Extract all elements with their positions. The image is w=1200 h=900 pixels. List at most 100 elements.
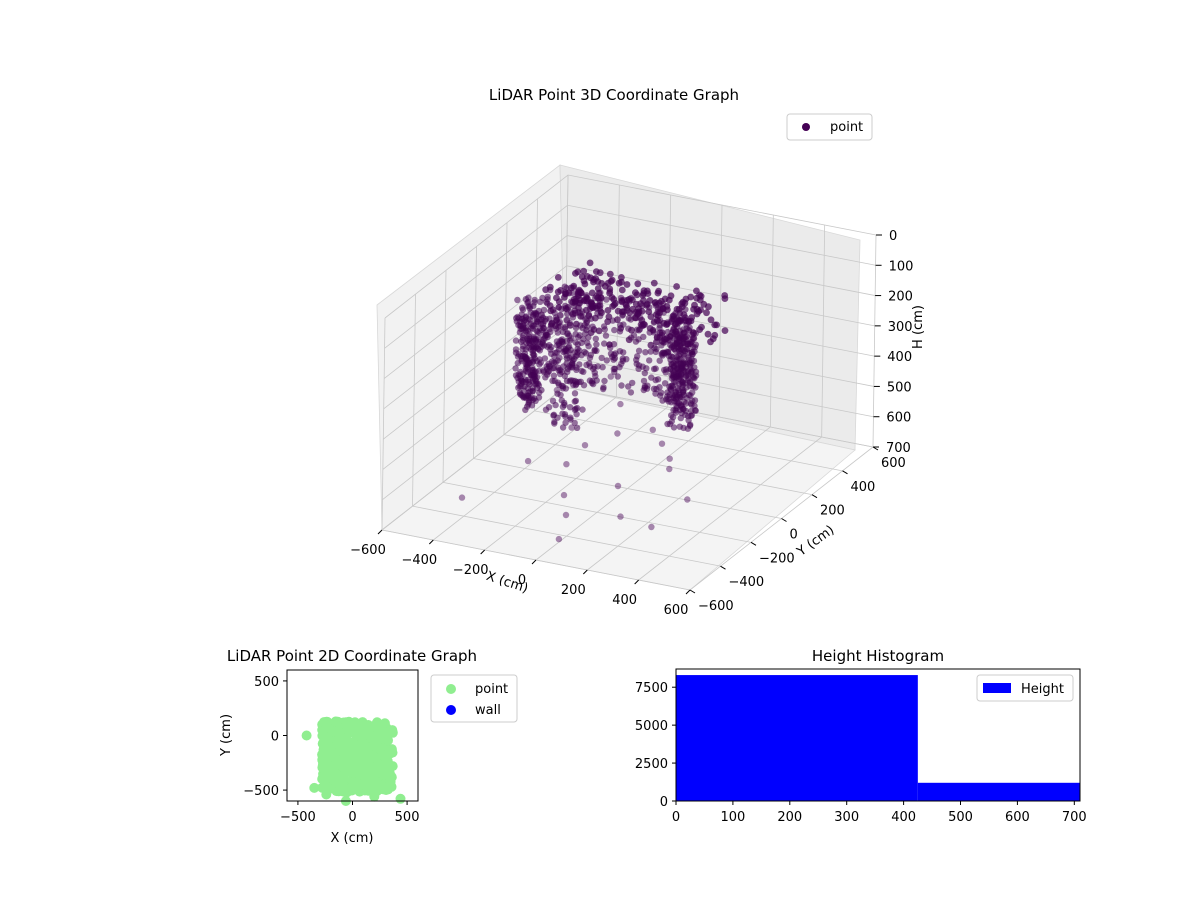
scatter-3d-point (663, 321, 670, 328)
y-axis-2d-label: Y (cm) (219, 714, 234, 757)
scatter-3d-point (565, 363, 573, 370)
x-axis-3d-tick-label: 0 (518, 573, 526, 588)
z-axis-3d-label: H (cm) (911, 305, 926, 349)
scatter-3d-point (689, 397, 696, 404)
scatter-3d-point (588, 299, 595, 307)
scatter-3d-point (520, 394, 527, 401)
scatter-3d-point (550, 372, 558, 379)
scatter-3d-point (546, 325, 553, 333)
scatter-2d-point (369, 791, 380, 802)
scatter-3d-point (529, 313, 537, 320)
scatter-2d-point (342, 742, 353, 752)
scatter-2d-point (346, 782, 357, 793)
scatter-3d-point (618, 286, 626, 294)
x-axis-3d-tick-label: −600 (350, 543, 386, 558)
scatter-3d-point (687, 421, 694, 428)
scatter-2d-point (395, 793, 406, 804)
scatter-3d-point (566, 332, 573, 339)
scatter-3d-point (650, 385, 658, 392)
scatter-3d-point (640, 320, 647, 328)
scatter-3d-point (689, 389, 696, 396)
legend-2d: point wall (430, 674, 518, 723)
scatter-3d-point (563, 347, 570, 354)
scatter-3d-point (687, 365, 694, 372)
scatter-3d-point (606, 285, 614, 293)
scatter-3d-point (635, 336, 642, 343)
scatter-3d-point (646, 325, 654, 332)
scatter-3d-point (611, 326, 618, 334)
scatter-3d-point (593, 347, 600, 354)
scatter-3d-point (698, 323, 705, 331)
scatter-3d-point (641, 369, 648, 377)
scatter-3d-point (562, 511, 570, 519)
scatter-3d-point (548, 358, 556, 365)
y-axis-3d-tick-label: −600 (698, 599, 734, 614)
scatter-3d-point (640, 377, 648, 385)
x-axis-3d-tick-label: 600 (664, 603, 689, 618)
scatter-3d-point (692, 407, 699, 414)
scatter-3d-point (669, 384, 676, 391)
scatter-3d-point (656, 357, 663, 364)
scatter-3d-point (627, 389, 635, 396)
scatter-3d-point (674, 385, 681, 392)
legend-2d-marker-point (446, 684, 456, 694)
x-axis-3d: −600 −400 −200 0 200 400 600 (350, 529, 691, 618)
scatter-3d-point (647, 313, 655, 320)
scatter-3d-point (673, 283, 680, 290)
scatter-3d-point (707, 316, 715, 324)
scatter-2d-point (321, 789, 332, 800)
scatter-3d-point (623, 304, 631, 311)
scatter-3d-point (572, 405, 579, 412)
y-axis-3d-tick (750, 541, 757, 546)
scatter-3d-point (569, 357, 576, 364)
scatter-3d-point (573, 320, 580, 328)
scatter-3d-point (579, 406, 586, 413)
y-axis-3d: −600 −400 −200 0 200 400 600 (689, 446, 906, 614)
y-axis-3d-tick (842, 470, 848, 475)
legend-3d-label-point: point (830, 120, 863, 135)
scatter-3d-point (540, 306, 548, 314)
scatter-3d-point (623, 356, 630, 363)
scatter-3d-point (574, 291, 582, 299)
scatter-3d-point (576, 361, 583, 368)
histogram-x-tick-label: 400 (891, 810, 916, 825)
scatter-2d-point (360, 741, 371, 752)
scatter-3d-point (618, 297, 625, 304)
scatter-3d-point (522, 324, 529, 332)
scatter-3d-point (620, 349, 627, 356)
scatter-3d-point (519, 306, 527, 313)
scatter-3d-point (689, 350, 696, 358)
scatter-3d-point (678, 370, 685, 378)
grid-line-h (383, 265, 875, 410)
scatter-2d-point (383, 735, 393, 746)
scatter-3d-point (556, 312, 564, 319)
scatter-3d-point (600, 323, 608, 330)
x-axis-3d-tick (480, 549, 486, 555)
y-axis-3d-tick-label: −200 (759, 551, 795, 566)
scatter-3d-point (614, 316, 621, 324)
scatter-3d-point (554, 379, 562, 386)
x-axis-3d-tick-label: 400 (612, 593, 637, 608)
scatter-3d-point (634, 353, 641, 360)
scatter-3d-point (567, 284, 575, 292)
scatter-3d-point (551, 420, 558, 427)
histogram-title: Height Histogram (812, 647, 944, 665)
scatter-3d-point (667, 292, 675, 300)
scatter-3d-point (573, 381, 580, 388)
chart-3d-title: LiDAR Point 3D Coordinate Graph (489, 86, 739, 104)
scatter-3d-point (653, 345, 660, 353)
scatter-3d-point (586, 354, 594, 361)
grid-line-y-wall (442, 270, 447, 483)
scatter-3d-point (592, 275, 600, 282)
grid-line-y-floor (534, 410, 843, 472)
scatter-3d-point (664, 348, 672, 356)
scatter-3d-point (566, 337, 574, 344)
scatter-3d-point (512, 365, 519, 372)
legend-2d-label-wall: wall (475, 703, 501, 718)
scatter-3d-point (630, 332, 638, 339)
scatter-3d-point (634, 280, 642, 288)
scatter-3d-point (658, 440, 666, 447)
y-axis-2d-tick-label: 0 (271, 730, 279, 745)
x-axis-3d-tick (531, 559, 537, 565)
